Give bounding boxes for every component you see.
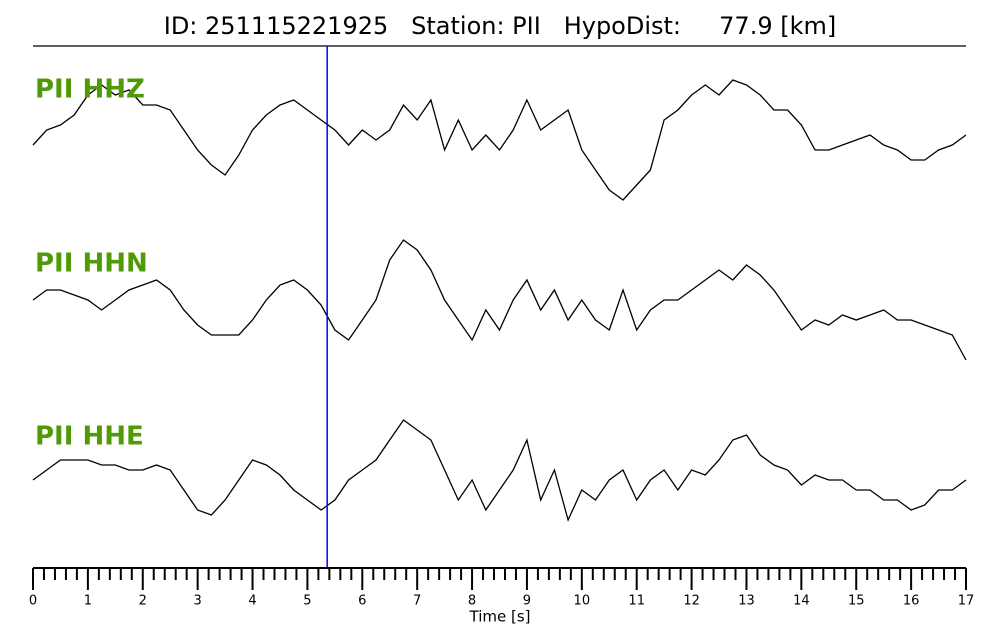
x-tick-label: 2 [139, 594, 147, 609]
x-tick-label: 3 [194, 594, 202, 609]
chart-title: ID: 251115221925 Station: PII HypoDist: … [164, 12, 836, 40]
trace-label: PII HHE [35, 422, 144, 452]
trace-label: PII HHN [35, 249, 148, 279]
x-tick-label: 10 [574, 594, 591, 609]
x-tick-label: 15 [848, 594, 865, 609]
x-tick-label: 5 [303, 594, 311, 609]
x-tick-label: 9 [523, 594, 531, 609]
x-tick-label: 6 [358, 594, 366, 609]
x-tick-label: 0 [29, 594, 37, 609]
x-tick-label: 4 [248, 594, 256, 609]
trace [32, 239, 967, 361]
x-tick-label: 8 [468, 594, 476, 609]
trace [32, 79, 967, 201]
trace-label: PII HHZ [35, 75, 145, 105]
x-tick-label: 13 [738, 594, 755, 609]
trace [32, 419, 967, 522]
x-tick-label: 17 [958, 594, 975, 609]
x-tick-label: 14 [793, 594, 810, 609]
x-tick-label: 1 [84, 594, 92, 609]
x-tick-label: 7 [413, 594, 421, 609]
x-tick-label: 16 [903, 594, 920, 609]
x-tick-label: 11 [628, 594, 645, 609]
x-tick-label: 12 [683, 594, 700, 609]
x-axis-label: Time [s] [469, 608, 531, 626]
